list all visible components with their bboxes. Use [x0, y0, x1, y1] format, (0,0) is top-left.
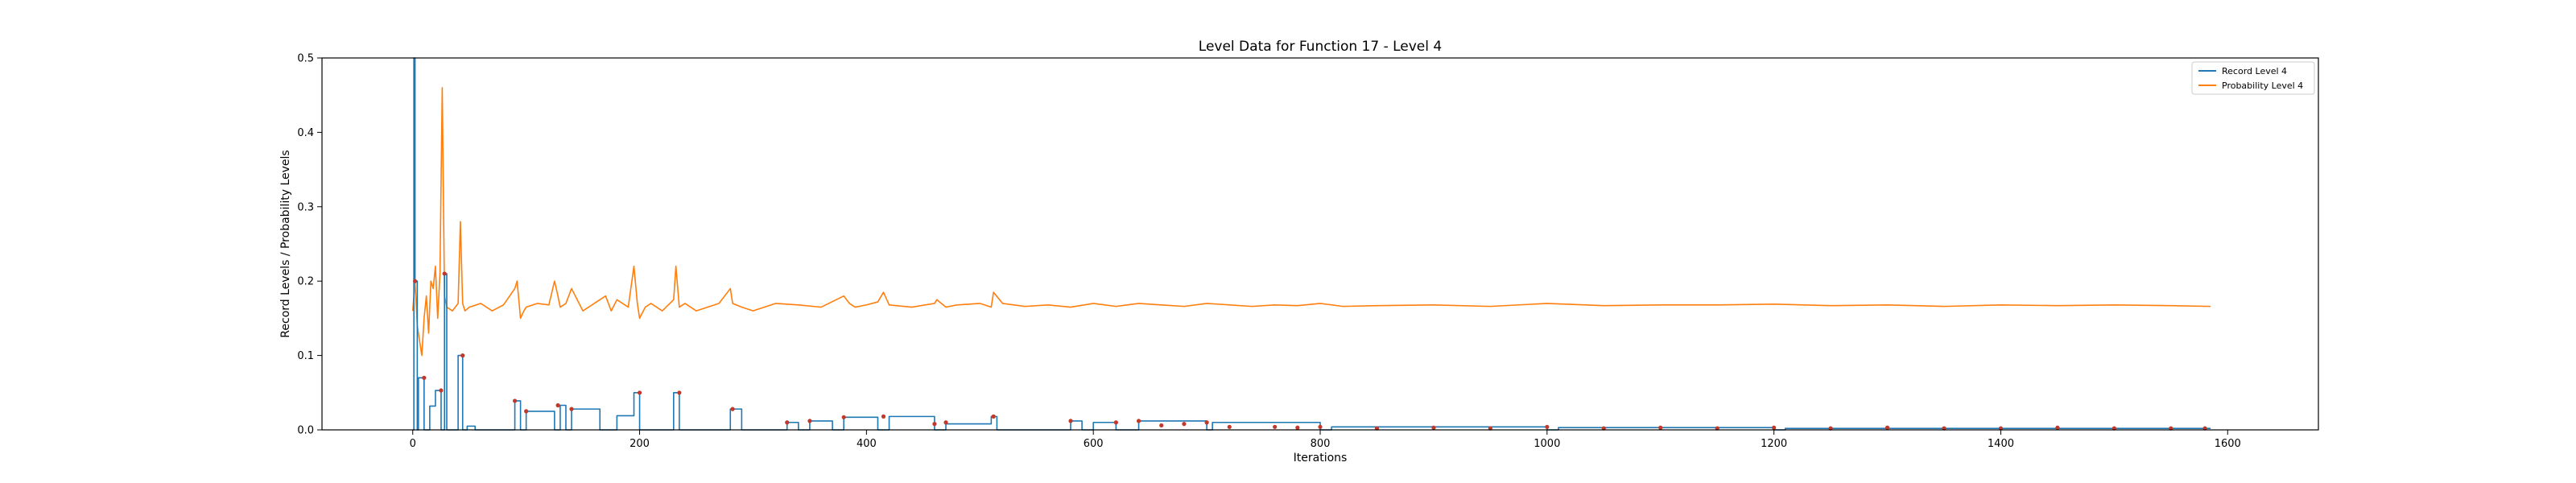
y-axis-label: Record Levels / Probability Levels: [279, 150, 292, 337]
record-marker: [569, 407, 574, 411]
series-line-probability: [411, 87, 2211, 357]
record-marker: [1431, 425, 1436, 430]
y-tick-label: 0.1: [297, 350, 314, 362]
x-tick-label: 200: [630, 438, 650, 450]
record-marker: [677, 390, 682, 395]
record-marker: [1318, 424, 1323, 429]
record-marker: [555, 402, 560, 408]
record-marker: [1273, 424, 1278, 429]
record-marker: [1136, 419, 1141, 423]
marker-layer: [412, 271, 2207, 431]
x-tick-label: 1600: [2215, 438, 2241, 450]
x-tick-label: 1000: [1534, 438, 1560, 450]
record-marker: [1295, 425, 1300, 430]
y-tick-label: 0.3: [297, 201, 314, 213]
record-marker: [1227, 424, 1232, 429]
record-marker: [1068, 419, 1073, 423]
x-tick-label: 1200: [1761, 438, 1787, 450]
record-marker: [1204, 420, 1209, 425]
y-axis: 0.0 0.1 0.2 0.3 0.4 0.5: [297, 53, 322, 437]
record-marker: [422, 375, 427, 380]
y-tick-label: 0.0: [297, 425, 314, 437]
record-marker: [1159, 423, 1164, 428]
record-marker: [943, 420, 948, 425]
record-marker: [637, 390, 642, 395]
y-tick-label: 0.5: [297, 53, 314, 65]
x-tick-label: 600: [1084, 438, 1104, 450]
record-marker: [1658, 425, 1663, 430]
record-marker: [785, 420, 790, 425]
record-marker: [524, 409, 529, 414]
record-marker: [460, 353, 465, 358]
record-marker: [512, 398, 518, 403]
legend-label-probability: Probability Level 4: [2222, 80, 2303, 91]
record-marker: [807, 419, 812, 423]
y-tick-label: 0.2: [297, 276, 314, 288]
record-marker: [1885, 425, 1890, 430]
record-marker: [1772, 425, 1777, 430]
legend-label-record: Record Level 4: [2222, 66, 2287, 76]
legend: Record Level 4 Probability Level 4: [2191, 61, 2315, 95]
plot-area: [322, 58, 2318, 430]
record-marker: [412, 279, 418, 283]
x-tick-label: 400: [857, 438, 877, 450]
record-marker: [442, 271, 447, 276]
record-marker: [730, 407, 735, 411]
y-tick-label: 0.4: [297, 127, 314, 139]
x-axis-label: Iterations: [1294, 452, 1348, 464]
x-tick-label: 1400: [1988, 438, 2014, 450]
record-marker: [1182, 422, 1187, 427]
record-marker: [932, 422, 937, 427]
record-marker: [1545, 424, 1550, 429]
record-marker: [439, 388, 444, 393]
record-marker: [881, 414, 886, 419]
record-marker: [2055, 425, 2060, 430]
x-tick-label: 800: [1311, 438, 1331, 450]
record-marker: [1113, 420, 1118, 425]
x-tick-label: 0: [410, 438, 416, 450]
legend-box: [2191, 61, 2315, 95]
record-marker: [841, 415, 846, 419]
record-marker: [991, 414, 996, 419]
chart-title: Level Data for Function 17 - Level 4: [1199, 39, 1442, 55]
x-axis: 0 200 400 600 800 1000 1200 1400 1600: [410, 430, 2241, 450]
